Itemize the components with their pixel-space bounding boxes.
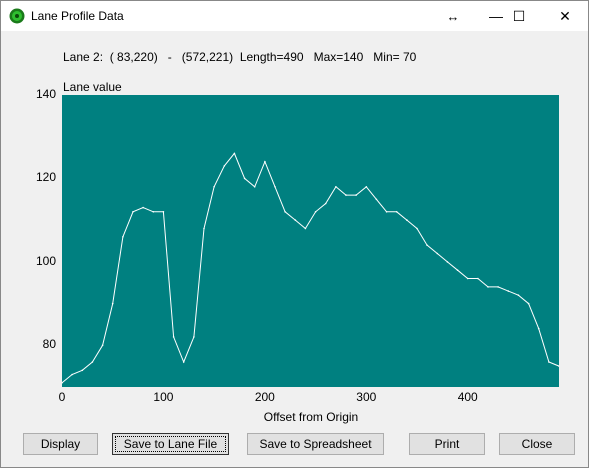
- profile-point: [304, 227, 307, 230]
- profile-point: [537, 327, 540, 330]
- profile-point: [335, 186, 337, 188]
- profile-point: [223, 165, 226, 167]
- x-axis-label: Offset from Origin: [263, 410, 359, 424]
- lane-dash: -: [167, 50, 172, 64]
- maximize-button[interactable]: ☐: [512, 7, 526, 24]
- lane-name: Lane 2:: [63, 50, 104, 64]
- profile-point: [182, 361, 185, 363]
- save-lane-file-button[interactable]: Save to Lane File: [112, 433, 229, 455]
- profile-point: [385, 211, 388, 213]
- x-tick-label: 0: [58, 390, 66, 404]
- profile-point: [487, 286, 489, 288]
- profile-point: [111, 302, 114, 305]
- profile-point: [314, 211, 317, 213]
- profile-point: [375, 198, 378, 201]
- profile-point: [416, 227, 418, 230]
- y-tick-label: 100: [35, 253, 56, 268]
- profile-point: [203, 227, 205, 230]
- lane-max: Max=140: [313, 50, 364, 64]
- profile-point: [345, 194, 347, 196]
- profile-point: [213, 186, 215, 188]
- profile-point: [365, 186, 368, 188]
- profile-point: [62, 382, 63, 384]
- x-tick-label: 400: [457, 390, 478, 404]
- profile-point: [274, 186, 276, 188]
- lane-start: ( 83,220): [109, 50, 158, 64]
- lane-min: Min= 70: [373, 50, 417, 64]
- lane-end: (572,221): [181, 50, 234, 64]
- profile-point: [395, 211, 398, 213]
- profile-point: [71, 373, 73, 376]
- profile-point: [436, 252, 439, 255]
- profile-point: [253, 186, 256, 188]
- profile-point: [548, 361, 550, 363]
- profile-point: [477, 277, 479, 280]
- profile-series-line: [62, 152, 559, 384]
- close-window-button[interactable]: ✕: [559, 7, 571, 24]
- profile-point: [152, 211, 155, 213]
- x-tick-label: 300: [356, 390, 377, 404]
- y-axis-label: Lane value: [63, 80, 122, 94]
- profile-point: [193, 336, 195, 338]
- save-spreadsheet-button[interactable]: Save to Spreadsheet: [247, 433, 384, 455]
- window-title: Lane Profile Data: [31, 9, 124, 23]
- y-tick-label: 80: [42, 337, 56, 352]
- print-button[interactable]: Print: [409, 433, 485, 455]
- profile-point: [162, 211, 165, 213]
- app-icon: [9, 8, 25, 24]
- profile-point: [264, 160, 266, 163]
- lane-info: Lane 2: ( 83,220) - (572,221) Length=490…: [63, 50, 416, 64]
- profile-point: [122, 236, 124, 238]
- x-tick-label: 100: [153, 390, 174, 404]
- profile-point: [355, 194, 357, 196]
- profile-point: [243, 177, 246, 180]
- y-tick-label: 140: [35, 87, 56, 101]
- profile-point: [406, 219, 408, 221]
- title-bar[interactable]: Lane Profile Data ↔ — ☐ ✕: [1, 1, 588, 31]
- profile-point: [527, 302, 530, 305]
- profile-point: [294, 219, 297, 221]
- resize-icon[interactable]: ↔: [446, 8, 460, 24]
- plot-area: [62, 95, 559, 387]
- profile-chart: [62, 152, 559, 384]
- profile-point: [507, 290, 510, 292]
- close-button[interactable]: Close: [499, 433, 575, 455]
- profile-point: [456, 269, 459, 271]
- profile-point: [517, 294, 520, 296]
- profile-point: [172, 336, 175, 338]
- profile-point: [81, 369, 84, 372]
- profile-point: [284, 211, 286, 213]
- profile-point: [426, 244, 428, 246]
- profile-point: [497, 286, 499, 288]
- lane-length: Length=490: [239, 50, 304, 64]
- profile-point: [324, 202, 327, 205]
- profile-point: [132, 211, 134, 213]
- profile-point: [233, 152, 236, 155]
- x-tick-label: 200: [254, 390, 275, 404]
- minimize-button[interactable]: —: [489, 8, 503, 24]
- profile-point: [466, 277, 469, 280]
- profile-point: [446, 261, 449, 263]
- profile-point: [101, 344, 104, 347]
- profile-point: [558, 365, 559, 367]
- y-tick-label: 120: [35, 170, 56, 185]
- display-button[interactable]: Display: [23, 433, 98, 455]
- profile-point: [142, 206, 144, 209]
- profile-point: [91, 361, 94, 363]
